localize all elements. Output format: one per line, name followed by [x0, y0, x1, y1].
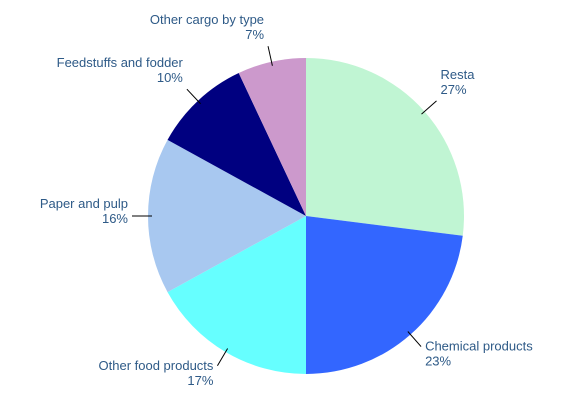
slice-label: Paper and pulp [40, 196, 128, 211]
pie-slice [238, 58, 306, 216]
pie-slice [306, 58, 464, 236]
pie-slice [167, 73, 306, 216]
pie-slice [148, 139, 306, 293]
slice-label: Feedstuffs and fodder [57, 55, 184, 70]
slice-value-label: 23% [425, 354, 451, 369]
slice-value-label: 27% [441, 82, 467, 97]
pie-slice [306, 216, 463, 374]
slice-label: Chemical products [425, 339, 533, 354]
leader-line [186, 88, 201, 105]
slice-value-label: 10% [157, 70, 183, 85]
slice-value-label: 16% [102, 211, 128, 226]
slice-value-label: 17% [187, 373, 213, 388]
slice-label: Other food products [99, 358, 214, 373]
leader-line [421, 100, 437, 115]
slice-value-label: 7% [245, 27, 264, 42]
slice-label: Other cargo by type [150, 12, 264, 27]
pie-slice [167, 216, 306, 374]
leader-line [267, 46, 273, 66]
slice-label: Resta [441, 67, 476, 82]
leader-line [216, 348, 229, 367]
leader-line [407, 331, 422, 347]
